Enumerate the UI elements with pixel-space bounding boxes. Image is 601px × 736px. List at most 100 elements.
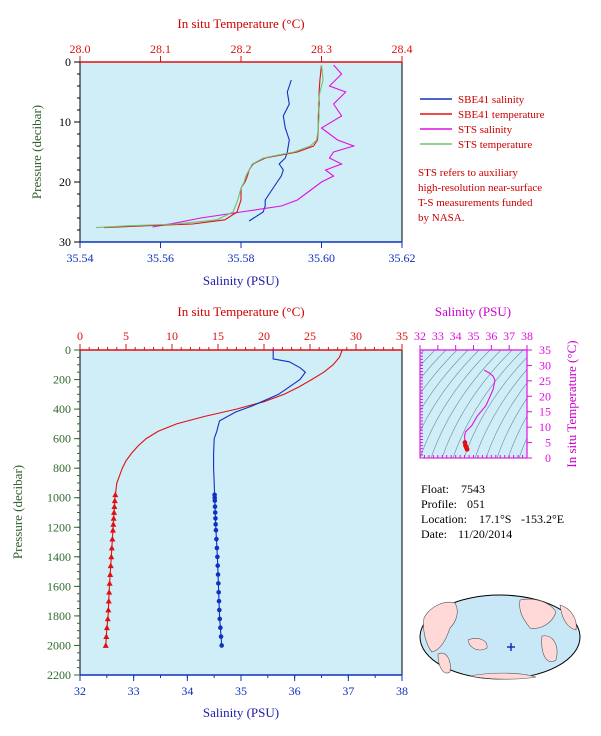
legend-label-sts-salinity: STS salinity (458, 124, 513, 136)
bottom-tick-label: 36 (289, 684, 301, 698)
series-line-sbe41-salinity (248, 79, 292, 222)
bottom-tick-label: 35.58 (228, 251, 255, 265)
temperature-marker (111, 509, 118, 515)
y-tick-label: 1000 (47, 491, 71, 505)
salinity-marker (212, 510, 218, 515)
right-tick-label: 25 (539, 374, 551, 388)
density-contour (420, 350, 447, 380)
y-tick-label: 2200 (47, 668, 71, 682)
salinity-marker (219, 643, 224, 648)
salinity-marker (213, 527, 219, 533)
top-tick-label: 28.4 (392, 42, 413, 56)
top-chart-ticks: 28.0 28.1 28.2 28.3 28.4 35.54 35.56 35.58 35.60… (59, 42, 416, 265)
bottom-tick-label: 35.54 (67, 251, 94, 265)
bottom-tick-label: 33 (128, 684, 140, 698)
density-contour (430, 350, 502, 458)
bottom-tick-label: 32 (74, 684, 86, 698)
top-chart: 28.0 28.1 28.2 28.3 28.4 35.54 35.56 35.58 35.60… (29, 16, 545, 288)
legend-label-sbe41-salinity: SBE41 salinity (458, 94, 525, 106)
temperature-marker (110, 515, 117, 521)
salinity-marker (212, 504, 218, 509)
temperature-marker (111, 503, 118, 509)
y-tick-label: 800 (53, 461, 71, 475)
right-tick-label: 0 (545, 451, 551, 465)
profile-chart-y-axis-label: Pressure (decibar) (10, 465, 25, 559)
date-value: 11/20/2014 (458, 527, 512, 541)
temperature-marker (107, 571, 114, 577)
temperature-marker (106, 580, 113, 586)
temperature-line (105, 349, 343, 646)
top-tick-label: 33 (432, 329, 444, 343)
salinity-marker (214, 536, 219, 542)
density-contour (507, 415, 527, 458)
bottom-tick-label: 34 (181, 684, 193, 698)
location-lat: 17.1°S (479, 512, 511, 526)
y-tick-label: 1600 (47, 579, 71, 593)
right-tick-label: 30 (539, 358, 551, 372)
temperature-marker (104, 615, 111, 622)
float-info: Float: 7543 Profile: 051 Location: 17.1°… (421, 482, 564, 541)
note-line-3: T-S measurements funded (418, 197, 533, 209)
y-tick-label: 0 (65, 343, 71, 357)
salinity-marker (214, 545, 220, 551)
ts-diagram-series (462, 369, 496, 452)
salinity-marker (212, 498, 218, 503)
density-contour (420, 350, 436, 367)
ts-diagram-right-axis-label: In situ Temperature (°C) (564, 340, 579, 467)
top-chart-series (96, 64, 356, 229)
salinity-marker (217, 607, 222, 613)
legend-label-sbe41-temperature: SBE41 temperature (458, 109, 545, 121)
density-contour (420, 350, 491, 458)
y-tick-label: 0 (65, 55, 71, 69)
top-chart-legend: SBE41 salinity SBE41 temperature STS sal… (420, 94, 545, 151)
world-map (419, 594, 581, 680)
location-label: Location: (421, 512, 467, 526)
float-value: 7543 (461, 482, 485, 496)
ts-diagram-top-axis-label: Salinity (PSU) (435, 304, 511, 319)
salinity-marker (215, 554, 220, 560)
y-tick-label: 1400 (47, 550, 71, 564)
density-contour (496, 397, 527, 458)
top-tick-label: 28.2 (231, 42, 252, 56)
top-tick-label: 28.3 (311, 42, 332, 56)
ts-density-contours (420, 350, 527, 458)
top-tick-label: 10 (166, 329, 178, 343)
density-contour (518, 437, 527, 458)
map-land (423, 598, 577, 680)
top-tick-label: 15 (212, 329, 224, 343)
temperature-marker (103, 624, 110, 631)
bottom-tick-label: 38 (396, 684, 408, 698)
series-line-sts-temperature (96, 64, 324, 229)
temperature-marker (102, 642, 109, 648)
bottom-tick-label: 35.62 (389, 251, 416, 265)
profile-chart-series (102, 349, 343, 648)
top-chart-note: STS refers to auxiliary high-resolution … (418, 167, 542, 224)
profile-chart-plot-area (79, 349, 403, 676)
salinity-marker (217, 616, 223, 622)
y-tick-label: 10 (59, 115, 71, 129)
bottom-tick-label: 35.60 (308, 251, 335, 265)
salinity-marker (218, 634, 224, 639)
density-contour (485, 382, 527, 458)
y-tick-label: 20 (59, 175, 71, 189)
top-tick-label: 32 (414, 329, 426, 343)
right-tick-label: 10 (539, 420, 551, 434)
top-tick-label: 34 (450, 329, 462, 343)
temperature-marker (106, 589, 113, 595)
density-contour (441, 350, 513, 458)
salinity-marker (213, 522, 218, 527)
top-tick-label: 25 (304, 329, 316, 343)
salinity-marker (215, 572, 221, 577)
ts-diagram-plot-area (419, 349, 528, 459)
profile-chart-top-axis-label: In situ Temperature (°C) (177, 304, 304, 319)
temperature-marker (105, 597, 112, 604)
top-tick-label: 35 (468, 329, 480, 343)
series-line-sts-salinity (152, 64, 356, 228)
right-tick-label: 15 (539, 405, 551, 419)
profile-chart: 0 5 10 15 20 25 30 35 32 33 34 35 36 37 38 0 200 400 600 80… (10, 304, 408, 720)
top-tick-label: 30 (350, 329, 362, 343)
temperature-marker (105, 606, 112, 613)
